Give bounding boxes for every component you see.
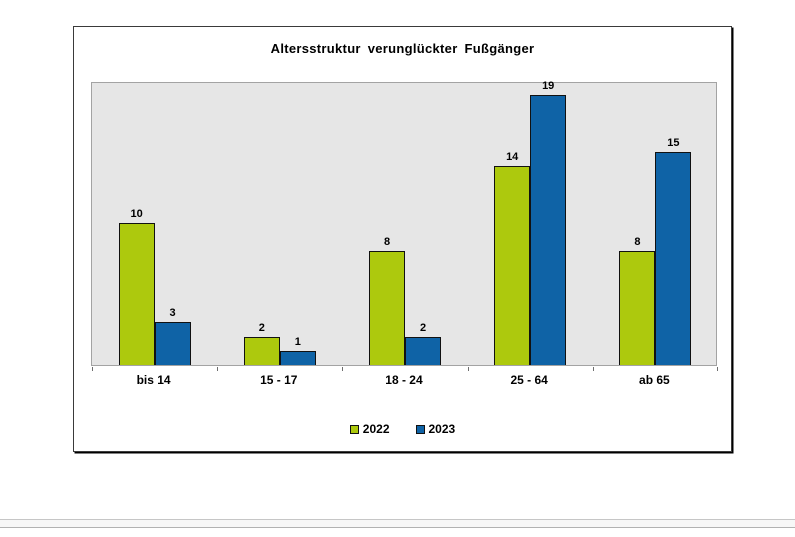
bar-2022-25-64 (494, 166, 531, 365)
bar-value-label: 1 (294, 335, 301, 348)
legend-swatch-2023 (415, 424, 425, 434)
bar-value-label: 19 (542, 80, 555, 93)
plot-area: 10 3 2 1 8 2 14 19 8 15 (91, 80, 718, 371)
bar-value-label: 14 (506, 151, 519, 164)
x-axis-tick (342, 367, 344, 371)
bar-2023-bis-14 (154, 322, 191, 365)
x-axis-label-25-64: 25 - 64 (510, 373, 548, 387)
x-axis-labels: bis 14 15 - 17 18 - 24 25 - 64 ab 65 (91, 373, 717, 388)
x-axis-tick (467, 367, 469, 371)
bar-2022-ab-65 (619, 251, 656, 365)
legend-label-2023: 2023 (428, 422, 456, 436)
bar-2022-18-24 (369, 251, 405, 365)
bar-value-label: 2 (258, 321, 265, 334)
bar-2023-18-24 (405, 336, 441, 365)
x-axis-label-bis-14: bis 14 (136, 373, 171, 387)
bar-2023-15-17 (279, 350, 316, 365)
x-axis-tick (717, 367, 718, 371)
x-axis-tick (92, 367, 93, 371)
bar-2023-25-64 (530, 95, 567, 365)
bar-value-label: 3 (169, 307, 176, 320)
bar-value-label: 10 (130, 208, 143, 220)
x-axis-tick (592, 367, 594, 371)
horizontal-scrollbar-track[interactable] (0, 519, 795, 528)
legend-item-2022: 2022 (349, 422, 390, 436)
legend-item-2023: 2023 (415, 422, 456, 436)
legend-label-2022: 2022 (362, 422, 390, 436)
bar-value-label: 8 (634, 236, 641, 249)
x-axis-tick (217, 367, 219, 371)
legend-swatch-2022 (349, 424, 359, 434)
chart-title: Altersstruktur verunglückter Fußgänger (270, 41, 535, 56)
bar-value-label: 8 (383, 236, 391, 249)
bar-2022-15-17 (243, 336, 280, 365)
x-axis-label-15-17: 15 - 17 (260, 373, 298, 387)
bar-2023-ab-65 (655, 152, 692, 365)
chart-container: Altersstruktur verunglückter Fußgänger 1… (73, 26, 732, 452)
bar-value-label: 15 (667, 137, 680, 149)
bar-value-label: 2 (419, 321, 427, 334)
x-axis-label-ab-65: ab 65 (639, 373, 670, 387)
x-axis-label-18-24: 18 - 24 (385, 373, 423, 387)
bar-2022-bis-14 (118, 223, 155, 365)
legend: 2022 2023 (74, 422, 731, 436)
